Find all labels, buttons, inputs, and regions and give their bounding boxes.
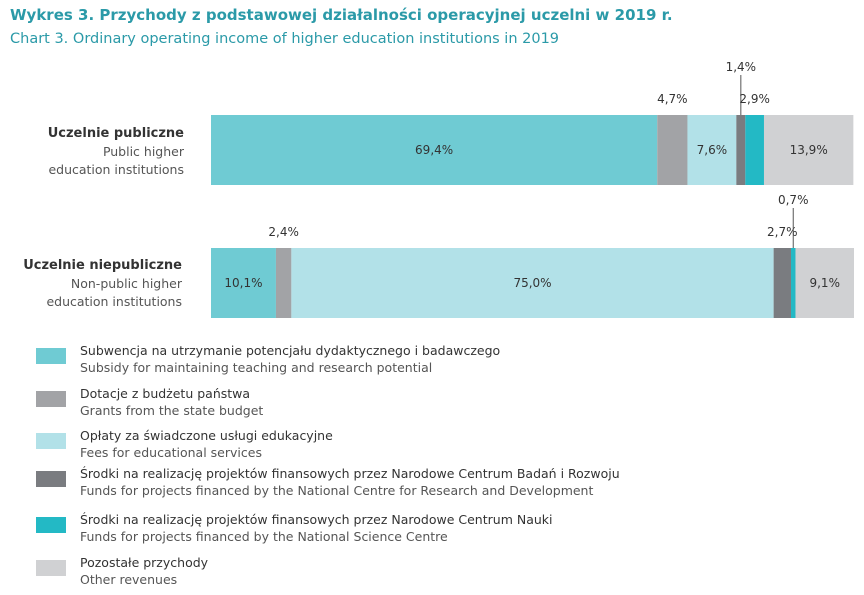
data-label: 10,1% <box>224 276 262 290</box>
bar-segment-subsidy <box>211 115 658 185</box>
bars-group: 69,4% 4,7% 7,6% 1,4% 2,9% 13,9% 10,1% 2,4% 75,0%… <box>211 60 854 318</box>
bar-segment-ncn <box>790 248 796 318</box>
data-label: 1,4% <box>726 60 757 74</box>
data-label: 0,7% <box>778 193 809 207</box>
bar-segment-state-budget <box>657 115 688 185</box>
legend-item-ncbr: Środki na realizację projektów finansowy… <box>36 466 816 506</box>
stacked-bar-chart: Uczelnie publiczne Public higher educati… <box>23 60 854 318</box>
chart-subtitle: Chart 3. Ordinary operating income of hi… <box>10 31 560 47</box>
bar-segment-ncbr <box>736 115 746 185</box>
chart-title: Wykres 3. Przychody z podstawowej działa… <box>10 6 673 24</box>
data-label: 4,7% <box>657 92 688 106</box>
legend-item-ncn: Środki na realizację projektów finansowy… <box>36 512 816 552</box>
legend-label-en: Grants from the state budget <box>80 403 264 418</box>
data-label: 7,6% <box>697 143 728 157</box>
data-label: 9,1% <box>809 276 840 290</box>
legend-swatch <box>36 348 66 364</box>
category-label-en: Public higher <box>103 144 185 159</box>
category-label-pl: Uczelnie publiczne <box>48 126 184 141</box>
legend-label-en: Funds for projects financed by the Natio… <box>80 483 594 498</box>
data-label: 2,4% <box>268 225 299 239</box>
legend-item-fees: Opłaty za świadczone usługi edukacyjne F… <box>36 428 816 468</box>
legend-label-en: Fees for educational services <box>80 445 262 460</box>
category-label-pl: Uczelnie niepubliczne <box>23 258 182 273</box>
data-label: 69,4% <box>415 143 453 157</box>
data-label: 2,7% <box>767 225 798 239</box>
bar-segment-fees <box>291 248 774 318</box>
bar-segment-ncn <box>745 115 764 185</box>
category-label-en: education institutions <box>48 162 184 177</box>
bar-segment-state-budget <box>275 248 292 318</box>
legend-label-pl: Dotacje z budżetu państwa <box>80 386 251 401</box>
legend-label-pl: Subwencja na utrzymanie potencjału dydak… <box>80 343 501 358</box>
legend-swatch <box>36 391 66 407</box>
bar-segment-ncbr <box>773 248 791 318</box>
bar-segment-other <box>763 115 854 185</box>
legend-swatch <box>36 471 66 487</box>
legend-label-en: Funds for projects financed by the Natio… <box>80 529 448 544</box>
category-label-en: Non-public higher <box>71 276 183 291</box>
legend-item-state-budget: Dotacje z budżetu państwa Grants from th… <box>36 386 816 426</box>
legend-label-pl: Opłaty za świadczone usługi edukacyjne <box>80 428 333 443</box>
legend-label-en: Other revenues <box>80 572 178 587</box>
legend-label-pl: Środki na realizację projektów finansowy… <box>80 512 553 527</box>
legend-item-subsidy: Subwencja na utrzymanie potencjału dydak… <box>36 343 816 383</box>
legend-item-other: Pozostałe przychody Other revenues <box>36 555 816 595</box>
data-label: 75,0% <box>513 276 551 290</box>
legend-label-pl: Środki na realizację projektów finansowy… <box>80 466 620 481</box>
bar-segment-other <box>795 248 854 318</box>
legend-label-pl: Pozostałe przychody <box>80 555 209 570</box>
bar-segment-fees <box>687 115 737 185</box>
data-label: 2,9% <box>739 92 770 106</box>
category-label-en: education institutions <box>46 294 182 309</box>
legend-label-en: Subsidy for maintaining teaching and res… <box>80 360 433 375</box>
bar-segment-subsidy <box>211 248 276 318</box>
data-label: 13,9% <box>790 143 828 157</box>
legend-swatch <box>36 517 66 533</box>
legend-swatch <box>36 560 66 576</box>
legend-swatch <box>36 433 66 449</box>
